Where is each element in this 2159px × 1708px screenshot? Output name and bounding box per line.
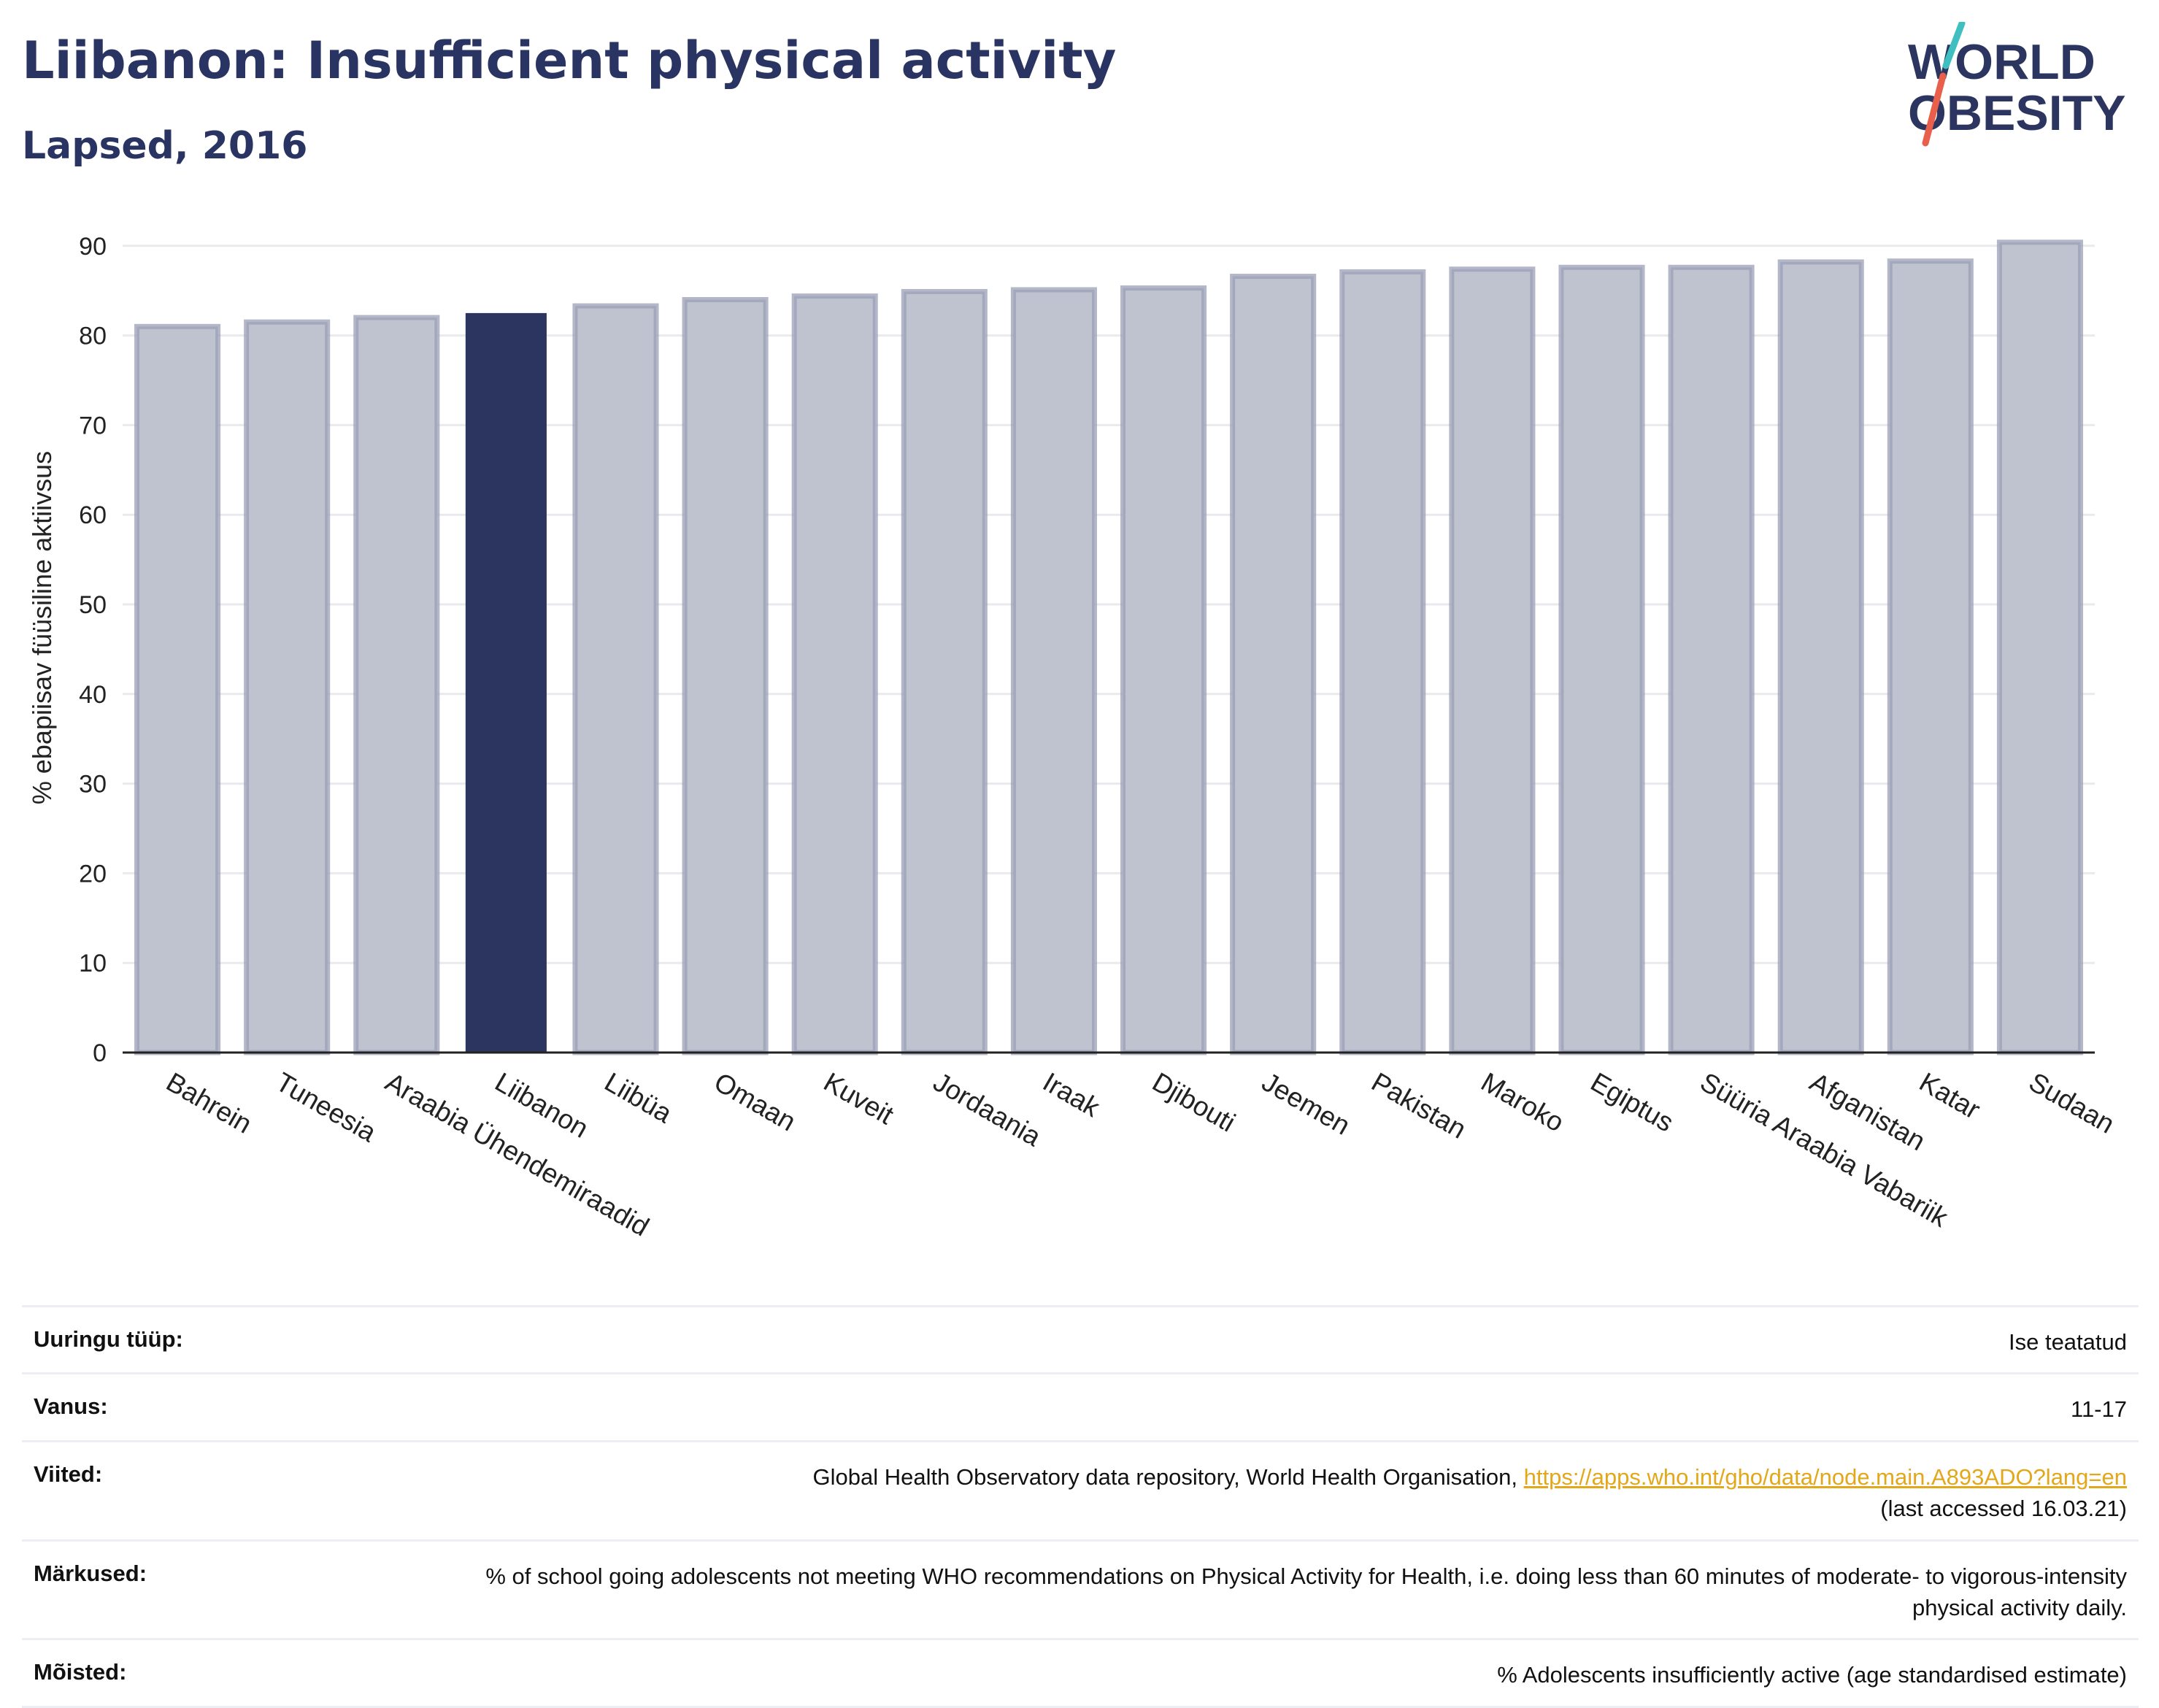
info-value: Ise teatatud: [2008, 1329, 2127, 1355]
info-label: Märkused:: [34, 1560, 147, 1586]
bar-omaan: [682, 296, 769, 1055]
reference-accessed: (last accessed 16.03.21): [1880, 1496, 2127, 1522]
bar-süüria-araabia-vabariik: [1668, 264, 1755, 1055]
info-value: 11-17: [2071, 1396, 2127, 1423]
x-tick-label: Kuveit: [819, 1066, 899, 1130]
y-tick-label: 10: [79, 950, 107, 977]
x-tick-label: Iraak: [1038, 1066, 1105, 1123]
logo-slash-teal: [1942, 22, 1966, 69]
x-tick-label: Katar: [1914, 1066, 1985, 1125]
x-tick-label: Sudaan: [2024, 1066, 2120, 1139]
info-label: Vanus:: [34, 1393, 108, 1420]
logo-text-obesity: OBESITY: [1908, 85, 2126, 141]
info-row: Vanus: 11-17: [22, 1372, 2139, 1439]
info-table: Uuringu tüüp: Ise teatatud Vanus: 11-17 Viit…: [22, 1305, 2139, 1708]
x-tick-label: Tuneesia: [271, 1066, 381, 1147]
y-axis-label: % ebapiisav füüsiline aktiivsus: [27, 451, 57, 804]
bar-liibanon: [465, 312, 547, 1053]
bar-pakistan: [1339, 269, 1426, 1055]
page-subtitle: Lapsed, 2016: [22, 124, 308, 168]
y-tick-label: 70: [79, 412, 107, 439]
x-tick-label: Liibüa: [600, 1066, 677, 1128]
bar-iraak: [1010, 287, 1097, 1055]
info-label: Uuringu tüüp:: [34, 1326, 183, 1352]
bar-sudaan: [1996, 239, 2083, 1055]
bar-araabia-ühendemiraadid: [353, 315, 440, 1055]
x-tick-label: Bahrein: [161, 1066, 257, 1139]
x-tick-label: Djibouti: [1147, 1066, 1240, 1137]
info-row: Märkused: % of school going adolescents n…: [22, 1539, 2139, 1639]
y-tick-label: 30: [79, 771, 107, 799]
info-row: Mõisted: % Adolescents insufficiently act…: [22, 1638, 2139, 1708]
x-tick-label: Pakistan: [1366, 1066, 1471, 1144]
info-label: Mõisted:: [34, 1659, 127, 1685]
reference-link[interactable]: https://apps.who.int/gho/data/node.main.…: [1523, 1463, 2127, 1490]
bar-maroko: [1449, 266, 1536, 1055]
bar-kuveit: [791, 293, 878, 1055]
y-tick-label: 50: [79, 591, 107, 619]
y-tick-labels: 0 10 20 30 40 50 60 70 80 90: [79, 233, 107, 1067]
bar-jordaania: [901, 288, 988, 1055]
reference-text: Global Health Observatory data repositor…: [812, 1463, 1524, 1490]
x-tick-label: Omaan: [709, 1066, 801, 1136]
info-row: Viited: Global Health Observatory data re…: [22, 1439, 2139, 1539]
bar-bahrein: [134, 323, 221, 1055]
bar-tuneesia: [244, 319, 331, 1055]
info-row: Uuringu tüüp: Ise teatatud: [22, 1305, 2139, 1372]
y-tick-label: 20: [79, 860, 107, 888]
bar-egiptus: [1558, 264, 1645, 1055]
x-tick-label: Maroko: [1476, 1066, 1569, 1137]
bar-afganistan: [1777, 259, 1864, 1055]
page-title: Liibanon: Insufficient physical activity: [22, 31, 1117, 91]
bars: [134, 239, 2083, 1055]
y-tick-label: 90: [79, 233, 107, 261]
logo-slash-red: [1922, 72, 1947, 147]
x-tick-label: Jeemen: [1257, 1066, 1355, 1140]
info-value: % Adolescents insufficiently active (age…: [1497, 1662, 2127, 1688]
bar-jeemen: [1230, 274, 1317, 1055]
info-value: Global Health Observatory data repositor…: [813, 1461, 2127, 1525]
y-tick-label: 80: [79, 323, 107, 350]
bar-liibüa: [572, 303, 659, 1055]
y-tick-label: 0: [93, 1039, 107, 1067]
y-tick-label: 60: [79, 501, 107, 529]
world-obesity-logo: WORLD OBESITY: [1908, 22, 2126, 147]
bar-katar: [1887, 258, 1974, 1055]
grid-lines: [123, 245, 2095, 964]
x-tick-label: Jordaania: [928, 1066, 1047, 1152]
bar-djibouti: [1120, 285, 1207, 1055]
info-value: % of school going adolescents not meetin…: [485, 1563, 2127, 1620]
info-label: Viited:: [34, 1461, 103, 1487]
y-tick-label: 40: [79, 681, 107, 709]
bar-chart: 0 10 20 30 40 50 60 70 80 90 Bahrein TuneesiaAraab…: [27, 233, 2120, 1242]
x-tick-label: Egiptus: [1586, 1066, 1679, 1137]
